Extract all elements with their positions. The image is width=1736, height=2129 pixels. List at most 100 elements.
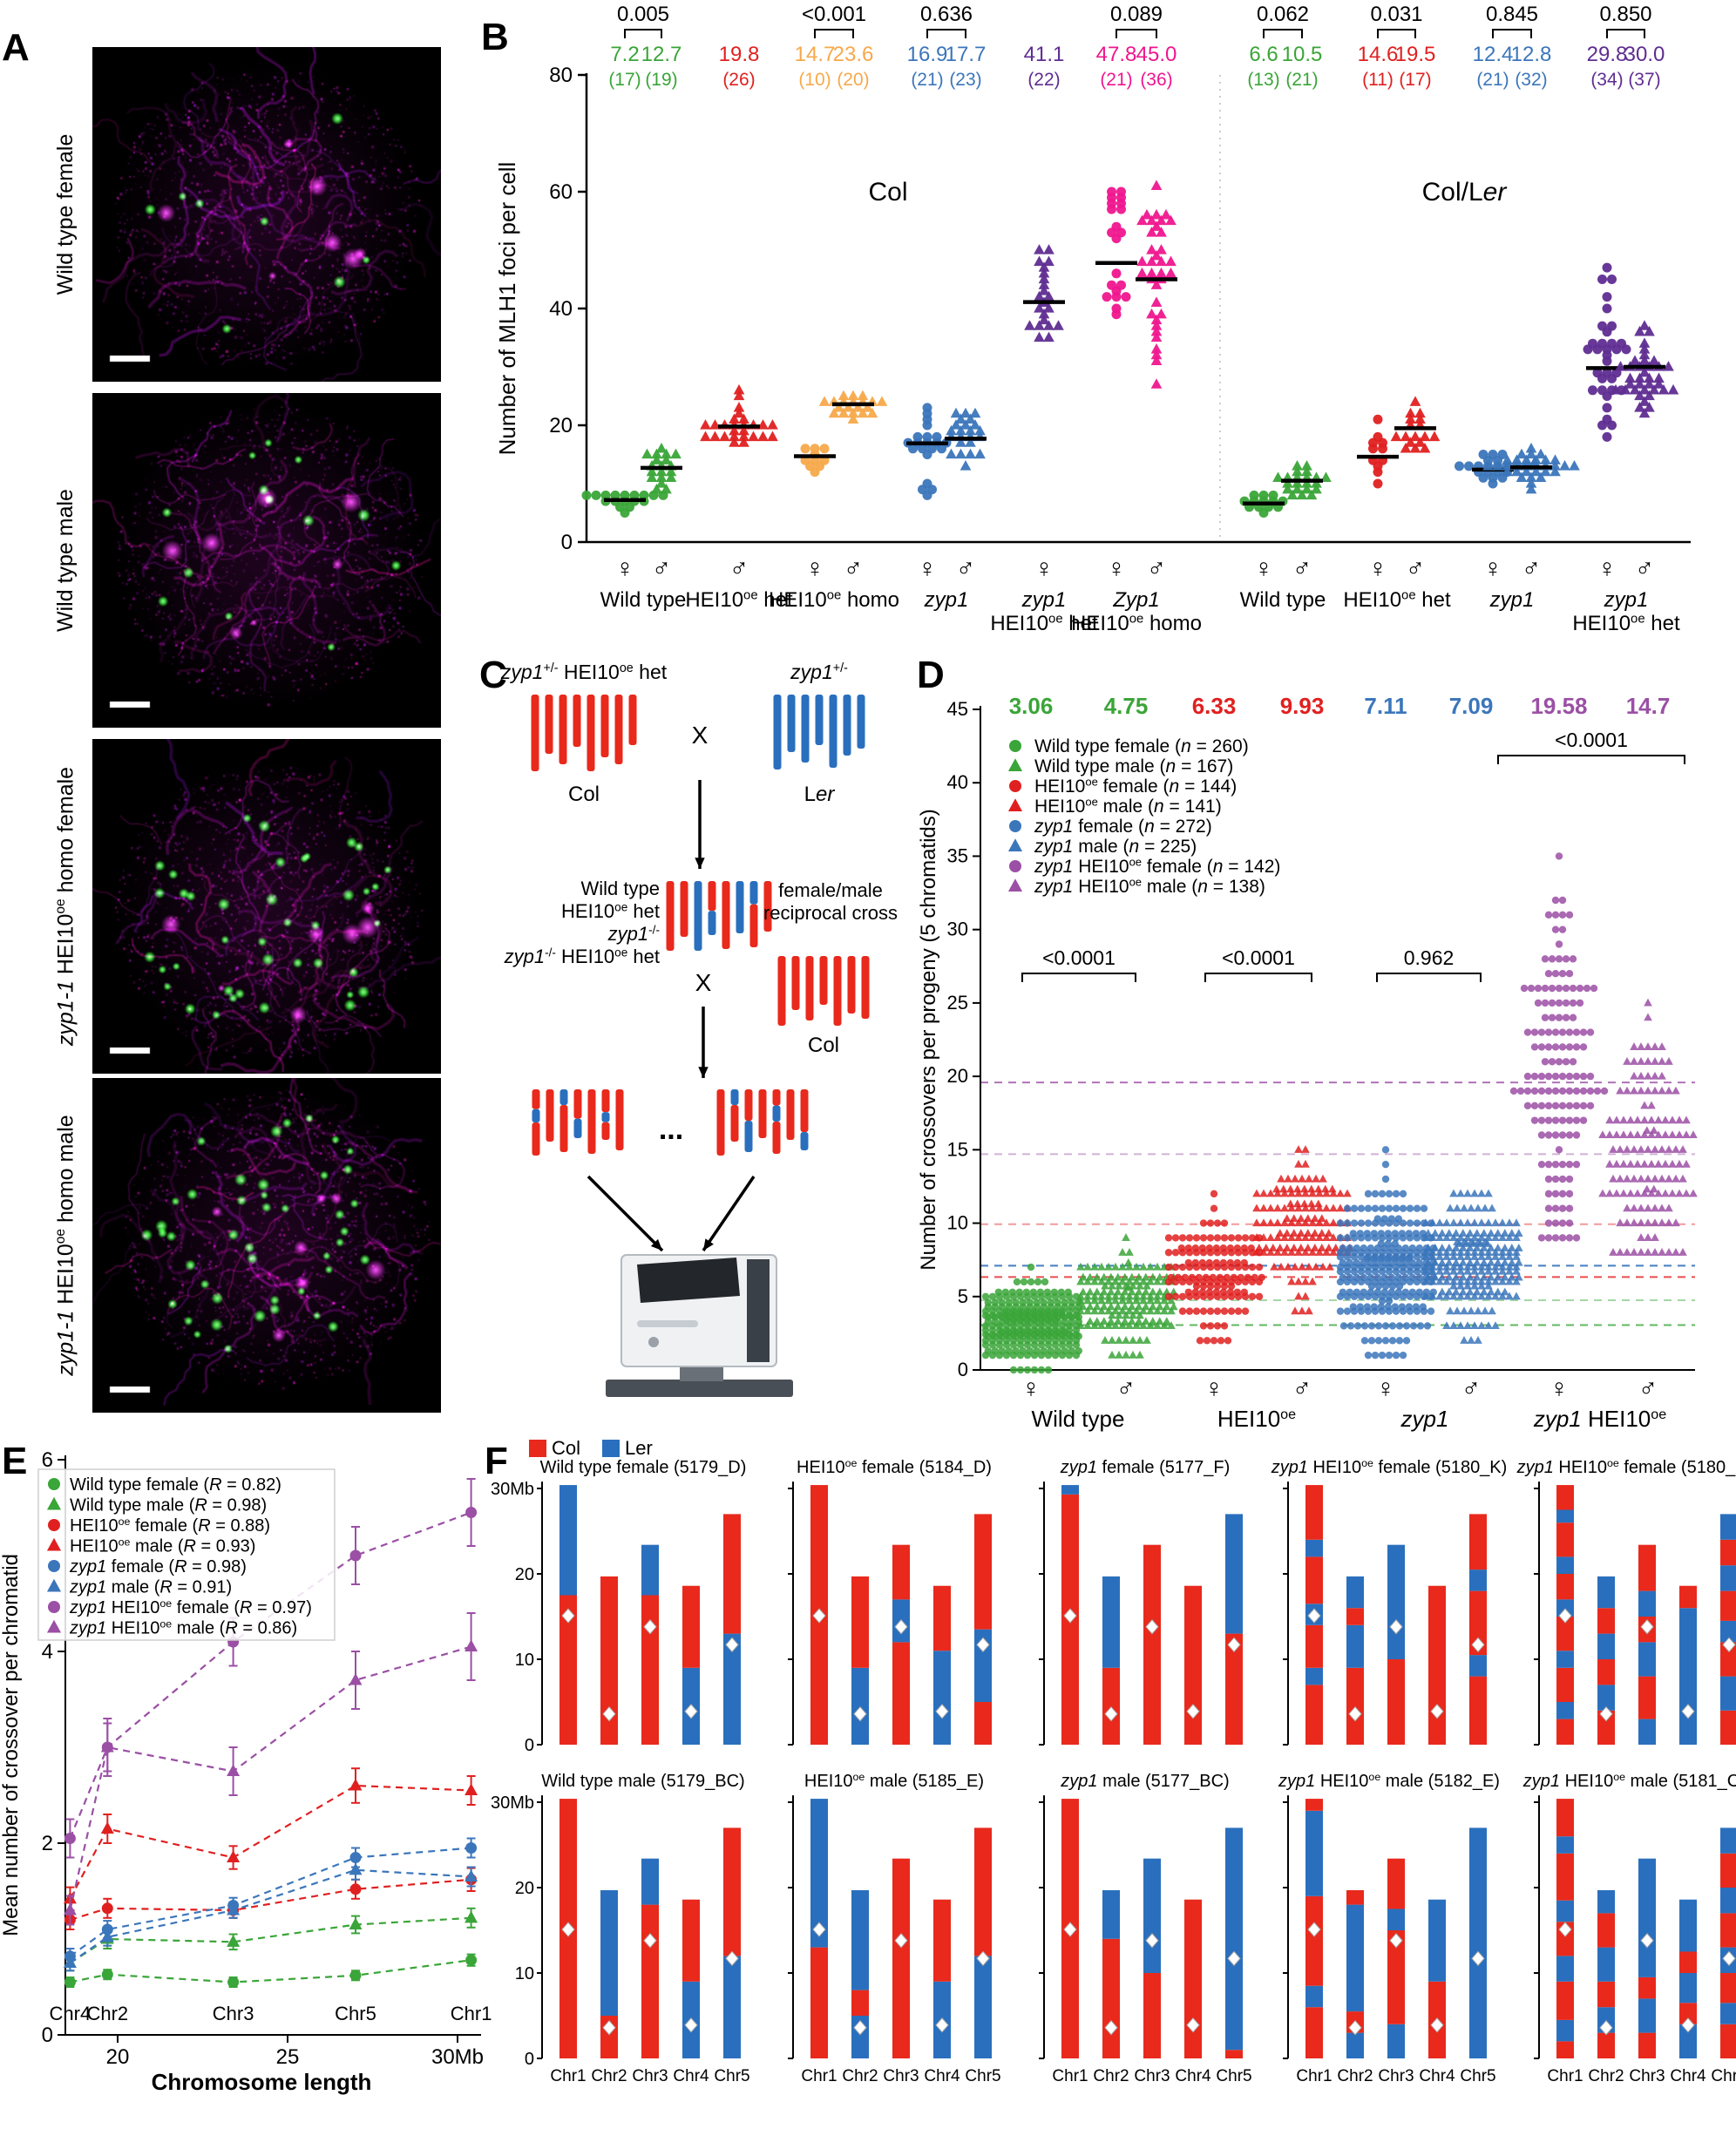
svg-text:♂: ♂ [956, 554, 976, 583]
svg-text:HEI10oe het: HEI10oe het [990, 612, 1098, 635]
panel-b-chart: 0 20 40 60 80 Number of MLH1 foci per cell Col… [494, 3, 1691, 635]
svg-text:zyp1 HEI10oe: zyp1 HEI10oe [1533, 1406, 1666, 1432]
svg-text:12.7: 12.7 [641, 43, 682, 66]
svg-text:zyp1: zyp1 [1604, 588, 1649, 612]
svg-text:zyp1: zyp1 [1489, 588, 1535, 612]
svg-text:zyp1 HEI10oe male (n = 138): zyp1 HEI10oe male (n = 138) [1034, 876, 1265, 897]
svg-text:6.33: 6.33 [1192, 693, 1237, 719]
svg-text:35: 35 [947, 844, 968, 866]
svg-text:0: 0 [525, 1736, 534, 1755]
svg-text:17.7: 17.7 [946, 43, 987, 66]
svg-text:♀: ♀ [1368, 554, 1388, 583]
svg-text:♀: ♀ [1550, 1374, 1570, 1403]
svg-text:30.0: 30.0 [1624, 43, 1665, 66]
svg-text:16.9: 16.9 [907, 43, 948, 66]
svg-text:(34): (34) [1590, 70, 1623, 90]
svg-text:Wild type: Wild type [1240, 588, 1326, 612]
svg-text:10: 10 [515, 1964, 534, 1983]
svg-text:zyp1: zyp1 [924, 588, 969, 612]
svg-text:(32): (32) [1515, 70, 1547, 90]
svg-text:2: 2 [42, 1832, 53, 1855]
svg-text:♀: ♀ [1376, 1374, 1396, 1403]
svg-text:♀: ♀ [1021, 1374, 1041, 1403]
svg-text:19.8: 19.8 [719, 43, 760, 66]
svg-text:HEI10oe homo: HEI10oe homo [769, 588, 899, 612]
svg-text:6.6: 6.6 [1249, 43, 1278, 66]
svg-text:HEI10oe female (n = 144): HEI10oe female (n = 144) [1034, 776, 1237, 797]
svg-text:45: 45 [947, 698, 968, 720]
svg-text:HEI10oe het: HEI10oe het [1343, 588, 1451, 612]
svg-text:Chr2: Chr2 [591, 2067, 627, 2085]
svg-text:Chr4: Chr4 [673, 2067, 709, 2085]
svg-text:0: 0 [561, 531, 573, 554]
svg-text:40: 40 [549, 297, 573, 321]
svg-text:10: 10 [515, 1651, 534, 1670]
svg-text:Mean number of crossover per c: Mean number of crossover per chromatid [0, 1554, 23, 1936]
svg-text:41.1: 41.1 [1024, 43, 1065, 66]
svg-text:zyp1-/- HEI10oe het: zyp1-/- HEI10oe het [504, 946, 660, 967]
svg-text:Chr5: Chr5 [1216, 2067, 1251, 2085]
svg-text:(26): (26) [722, 70, 755, 90]
svg-text:14.7: 14.7 [795, 43, 836, 66]
svg-text:♂: ♂ [1461, 1374, 1482, 1403]
svg-text:0.005: 0.005 [617, 3, 669, 26]
svg-text:zyp1 HEI10oe female (R = 0.97): zyp1 HEI10oe female (R = 0.97) [69, 1597, 312, 1617]
svg-text:HEI10oe female (5184_D): HEI10oe female (5184_D) [797, 1457, 992, 1477]
svg-text:Chr5: Chr5 [335, 2003, 376, 2024]
svg-text:Chr4: Chr4 [50, 2003, 92, 2024]
svg-text:zyp1 HEI10oe male (5181_CA): zyp1 HEI10oe male (5181_CA) [1522, 1771, 1736, 1791]
svg-text:Wild type female (R = 0.82): Wild type female (R = 0.82) [70, 1475, 281, 1495]
svg-text:HEI10oe het: HEI10oe het [1572, 612, 1680, 635]
svg-text:(23): (23) [949, 70, 981, 90]
svg-text:Chr2: Chr2 [86, 2003, 128, 2024]
svg-text:Ler: Ler [625, 1437, 653, 1459]
svg-text:♂: ♂ [1638, 1374, 1658, 1403]
panel-b-label: B [481, 16, 509, 58]
svg-text:Chr4: Chr4 [1175, 2067, 1211, 2085]
svg-text:6: 6 [42, 1448, 53, 1472]
svg-text:(36): (36) [1140, 70, 1172, 90]
svg-text:♀: ♀ [1034, 554, 1054, 583]
svg-text:12.8: 12.8 [1511, 43, 1552, 66]
micrograph-label: Wild type male [53, 489, 78, 632]
svg-text:0.089: 0.089 [1110, 3, 1163, 26]
svg-text:Col: Col [868, 178, 907, 207]
svg-text:zyp1 male (n = 225): zyp1 male (n = 225) [1034, 837, 1197, 857]
svg-text:♂: ♂ [729, 554, 749, 583]
svg-text:female/male: female/male [778, 879, 883, 901]
svg-text:20: 20 [515, 1565, 534, 1584]
micrograph-label: zyp1-1 HEI10oe homo male [53, 1115, 78, 1376]
svg-text:♂: ♂ [844, 554, 864, 583]
svg-text:zyp1 HEI10oe male (R = 0.86): zyp1 HEI10oe male (R = 0.86) [69, 1618, 297, 1638]
svg-text:zyp1 HEI10oe female (5180_BZ): zyp1 HEI10oe female (5180_BZ) [1516, 1457, 1736, 1477]
svg-text:Col: Col [568, 783, 600, 806]
svg-text:(21): (21) [1285, 70, 1318, 90]
svg-text:7.09: 7.09 [1449, 693, 1494, 719]
svg-text:♀: ♀ [1483, 554, 1503, 583]
svg-text:47.8: 47.8 [1096, 43, 1137, 66]
svg-text:<0.0001: <0.0001 [1555, 729, 1628, 751]
panel-d-chart: 0 5 10 15 20 25 30 35 40 45 Number of crossovers p… [917, 693, 1698, 1432]
svg-text:0: 0 [958, 1359, 968, 1380]
svg-text:(22): (22) [1027, 70, 1060, 90]
svg-text:(21): (21) [1100, 70, 1132, 90]
svg-text:40: 40 [947, 771, 968, 793]
svg-text:Chr3: Chr3 [1629, 2067, 1665, 2085]
svg-text:Chr2: Chr2 [1093, 2067, 1129, 2085]
panel-a-label: A [2, 26, 30, 69]
svg-text:Chr3: Chr3 [1134, 2067, 1170, 2085]
svg-text:(37): (37) [1628, 70, 1660, 90]
panel-d-label: D [917, 654, 945, 696]
svg-text:30Mb: 30Mb [431, 2045, 484, 2069]
panel-b-content: 0 20 40 60 80 Number of MLH1 foci per cell Col… [494, 3, 1691, 635]
svg-text:(20): (20) [837, 70, 869, 90]
svg-text:Number of crossovers per proge: Number of crossovers per progeny (5 chro… [917, 809, 940, 1271]
svg-text:14.7: 14.7 [1626, 693, 1671, 719]
svg-text:(17): (17) [608, 70, 641, 90]
svg-text:zyp1+/-: zyp1+/- [790, 661, 848, 683]
svg-text:Wild type male (5179_BC): Wild type male (5179_BC) [541, 1772, 744, 1791]
svg-text:Wild type male (n = 167): Wild type male (n = 167) [1034, 756, 1233, 776]
svg-text:10.5: 10.5 [1282, 43, 1323, 66]
